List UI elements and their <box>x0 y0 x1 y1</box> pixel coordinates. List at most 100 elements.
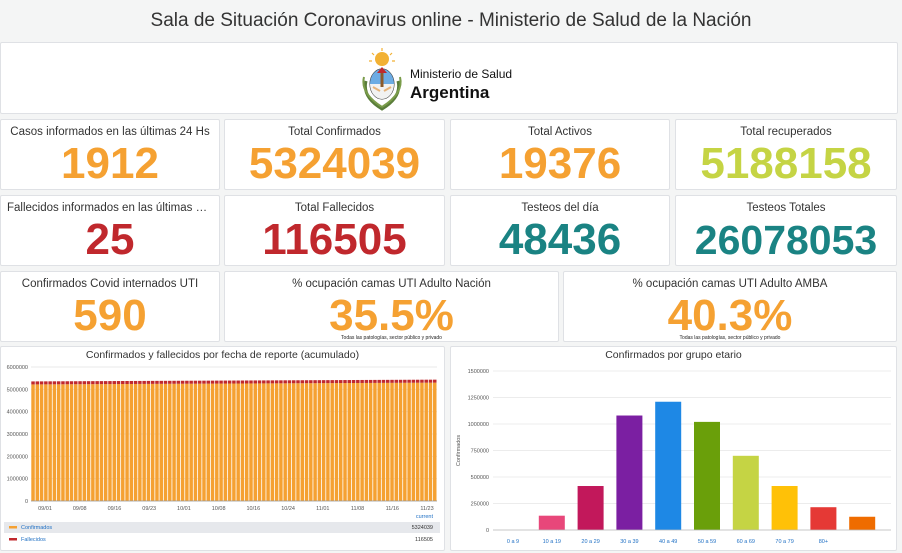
stat-label: Casos informados en las últimas 24 Hs <box>10 126 210 138</box>
bar-deaths-marker <box>424 379 428 383</box>
bar-deaths-marker <box>138 380 142 384</box>
bar-deaths-marker <box>150 380 155 384</box>
x-tick-label: 11/01 <box>316 506 329 512</box>
cumulative-chart[interactable]: 0 1000000 2000000 3000000 4000000 5000000 6000… <box>1 347 445 551</box>
bar-deaths-marker <box>364 379 369 383</box>
bar-deaths-marker <box>121 381 125 385</box>
bar-deaths-marker <box>262 380 266 384</box>
bar-age-group <box>771 486 798 530</box>
age-group-chart[interactable]: 0 250000 500000 750000 1000000 1250000 1500000… <box>451 347 897 551</box>
bar-confirmed <box>274 383 279 501</box>
bar-deaths-marker <box>386 379 390 383</box>
bar-deaths-marker <box>287 380 292 384</box>
bar-deaths-marker <box>210 380 215 384</box>
bar-confirmed <box>304 383 309 501</box>
bar-deaths-marker <box>108 381 112 385</box>
bar-confirmed <box>78 384 82 501</box>
bar-deaths-marker <box>172 380 176 384</box>
bar-deaths-marker <box>193 380 198 384</box>
bar-deaths-marker <box>112 381 116 385</box>
x-tick-label: 09/16 <box>108 506 122 512</box>
bar-age-group <box>577 486 604 530</box>
bar-confirmed <box>287 383 292 501</box>
y-tick-label: 5000000 <box>7 387 28 393</box>
x-tick-label: 30 a 39 <box>620 539 638 545</box>
bar-confirmed <box>74 384 78 501</box>
bar-deaths-marker <box>48 381 52 385</box>
bar-deaths-marker <box>223 380 228 384</box>
bar-deaths-marker <box>420 379 424 383</box>
stat-label: % ocupación camas UTI Adulto AMBA <box>632 278 828 290</box>
ministry-logo: Ministerio de Salud Argentina <box>358 47 558 113</box>
bar-confirmed <box>347 383 352 501</box>
bar-confirmed <box>193 383 198 501</box>
bar-deaths-marker <box>433 379 437 383</box>
bar-age-group <box>732 455 759 530</box>
stat-value: 116505 <box>262 215 407 264</box>
bar-deaths-marker <box>78 381 82 385</box>
bar-confirmed <box>244 383 249 501</box>
bar-deaths-marker <box>321 380 326 384</box>
bar-deaths-marker <box>334 380 339 384</box>
bar-deaths-marker <box>99 381 104 385</box>
bar-deaths-marker <box>215 380 219 384</box>
x-tick-label: 11/16 <box>386 506 399 512</box>
bar-confirmed <box>48 384 52 501</box>
bar-deaths-marker <box>202 380 206 384</box>
bar-deaths-marker <box>244 380 249 384</box>
y-tick-label: 500000 <box>471 475 489 481</box>
stat-value: 25 <box>85 215 135 264</box>
bar-confirmed <box>266 383 270 501</box>
x-tick-label: 20 a 29 <box>581 539 599 545</box>
bar-confirmed <box>65 384 69 501</box>
bar-deaths-marker <box>240 380 245 384</box>
stat-label: Fallecidos informados en las últimas 24.… <box>7 202 218 214</box>
bar-deaths-marker <box>257 380 262 384</box>
bar-confirmed <box>189 383 193 501</box>
bar-confirmed <box>163 383 168 501</box>
y-tick-label: 6000000 <box>7 365 28 371</box>
x-tick-label: 70 a 79 <box>775 539 793 545</box>
bar-confirmed <box>86 384 91 501</box>
stat-deaths-24h: Fallecidos informados en las últimas 24.… <box>0 195 220 266</box>
bar-confirmed <box>121 384 125 501</box>
bar-confirmed <box>146 383 151 501</box>
y-tick-label: 1000000 <box>7 477 28 483</box>
bar-deaths-marker <box>163 380 168 384</box>
bar-deaths-marker <box>146 380 151 384</box>
bar-confirmed <box>300 383 305 501</box>
stat-label: Testeos del día <box>521 202 599 214</box>
bar-deaths-marker <box>185 380 189 384</box>
y-tick-label: 2000000 <box>7 454 28 460</box>
stat-note: Todas las patologías, sector público y p… <box>341 335 442 341</box>
bar-confirmed <box>82 384 87 501</box>
stat-label: Total Confirmados <box>288 126 381 138</box>
bar-confirmed <box>180 383 185 501</box>
stat-label: Testeos Totales <box>746 202 826 214</box>
bar-deaths-marker <box>339 380 343 384</box>
bar-deaths-marker <box>381 379 386 383</box>
bar-confirmed <box>236 383 240 501</box>
bar-confirmed <box>197 383 202 501</box>
bar-confirmed <box>283 383 287 501</box>
bar-deaths-marker <box>411 379 416 383</box>
bar-deaths-marker <box>206 380 210 384</box>
bar-confirmed <box>321 383 326 501</box>
chart-title: Confirmados por grupo etario <box>605 349 742 361</box>
stat-tests-total: Testeos Totales 26078053 <box>675 195 897 266</box>
bar-deaths-marker <box>31 381 35 385</box>
page-title: Sala de Situación Coronavirus online - M… <box>0 0 902 40</box>
bar-deaths-marker <box>403 379 407 383</box>
x-tick-label: 11/08 <box>351 506 364 512</box>
bar-deaths-marker <box>116 381 121 385</box>
y-tick-label: 1500000 <box>468 369 489 375</box>
bar-confirmed <box>270 383 275 501</box>
bar-deaths-marker <box>304 380 309 384</box>
bar-deaths-marker <box>360 379 364 383</box>
stat-note: Todas las patologías, sector público y p… <box>679 335 781 341</box>
y-tick-label: 250000 <box>471 502 489 508</box>
bar-confirmed <box>424 382 428 501</box>
bar-confirmed <box>339 383 343 501</box>
bar-deaths-marker <box>155 380 159 384</box>
